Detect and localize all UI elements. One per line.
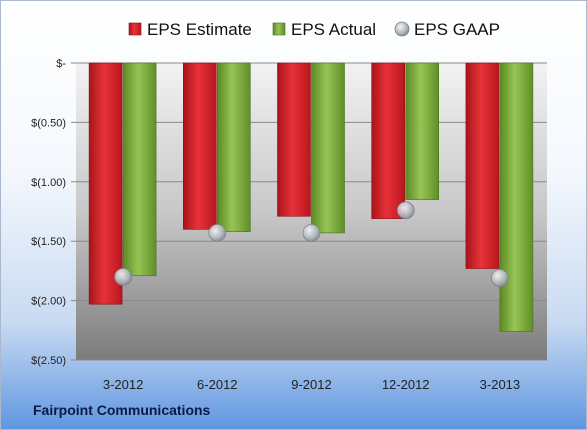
bar-eps-estimate <box>277 62 311 217</box>
y-tick-label: $(1.50) <box>31 236 66 248</box>
y-tick-label: $(1.00) <box>31 177 66 189</box>
bar-eps-actual <box>122 62 157 276</box>
y-tick-label: $(0.50) <box>31 117 66 129</box>
marker-eps-gaap <box>302 223 321 242</box>
bar-eps-estimate <box>183 62 217 230</box>
company-name: Fairpoint Communications <box>33 402 211 418</box>
marker-eps-gaap <box>208 223 227 242</box>
bar-eps-estimate <box>371 62 406 219</box>
legend-label: EPS Actual <box>291 20 376 39</box>
legend-label: EPS Estimate <box>147 20 252 39</box>
legend-label: EPS GAAP <box>414 20 500 39</box>
x-tick-label: 3-2013 <box>480 377 520 392</box>
marker-eps-gaap <box>490 269 509 287</box>
bar-eps-actual <box>405 62 440 200</box>
bar-eps-estimate <box>88 62 123 305</box>
y-tick-label: $(2.00) <box>31 296 66 308</box>
x-tick-label: 12-2012 <box>382 377 430 392</box>
bar-eps-actual <box>499 62 534 332</box>
x-tick-label: 9-2012 <box>291 377 331 392</box>
marker-eps-gaap <box>396 201 415 220</box>
y-tick-label: $(2.50) <box>31 355 66 367</box>
y-tick-label: $- <box>56 58 66 70</box>
legend-swatch <box>128 22 142 36</box>
bar-eps-actual <box>311 62 345 234</box>
x-tick-label: 6-2012 <box>197 377 237 392</box>
legend-swatch <box>394 21 410 37</box>
marker-eps-gaap <box>114 267 132 286</box>
legend-swatch <box>272 22 286 36</box>
bar-eps-actual <box>217 62 251 232</box>
x-tick-label: 3-2012 <box>103 377 143 392</box>
bar-eps-estimate <box>465 62 500 269</box>
